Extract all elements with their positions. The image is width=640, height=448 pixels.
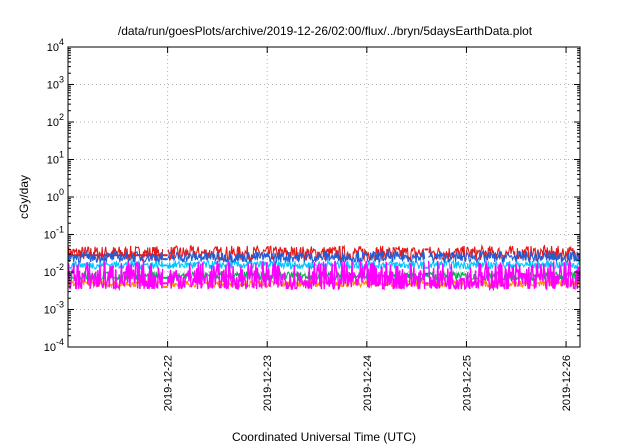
series-trace [427,260,581,292]
series-3 [67,258,581,271]
y-tick-label: 103 [47,75,64,92]
chart-title: /data/run/goesPlots/archive/2019-12-26/0… [118,24,533,38]
y-tick-label: 100 [47,187,64,204]
x-tick-label: 2019-12-23 [262,355,274,411]
x-tick-label: 2019-12-26 [561,355,573,411]
series-trace [67,250,164,264]
y-axis-ticks: 104 103 102 101 100 10-1 10-2 10-3 10-4 [44,37,580,354]
y-tick-label: 10-3 [44,300,64,317]
series-layer [67,243,581,292]
series-trace [67,259,164,271]
x-axis-ticks: 2019-12-22 2019-12-23 2019-12-24 2019-12-25… [163,47,573,411]
x-tick-label: 2019-12-25 [461,355,473,411]
y-tick-label: 10-1 [44,225,64,242]
series-trace [67,261,164,292]
series-trace [428,249,581,265]
grid-layer [68,47,580,347]
y-axis-label: cGy/day [17,175,31,219]
x-axis-label: Coordinated Universal Time (UTC) [232,430,416,444]
y-tick-label: 102 [47,112,64,129]
y-tick-label: 10-2 [44,262,64,279]
x-tick-label: 2019-12-24 [362,355,374,411]
series-4 [67,249,581,275]
series-trace [167,258,426,271]
series-trace [166,260,426,291]
series-trace [428,258,581,271]
series-trace [167,249,426,265]
x-tick-label: 2019-12-22 [163,355,175,411]
y-tick-label: 104 [47,37,64,54]
y-tick-label: 10-4 [44,337,64,354]
y-tick-label: 101 [47,150,64,167]
series-5 [67,260,581,292]
